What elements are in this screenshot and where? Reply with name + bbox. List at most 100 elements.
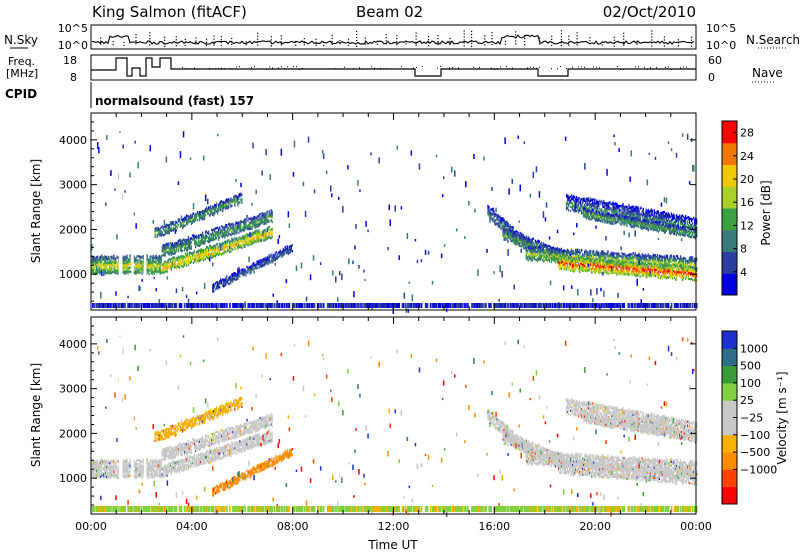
power-cell xyxy=(416,259,419,264)
power-cell xyxy=(255,234,257,238)
power-cell xyxy=(560,251,563,254)
power-cell xyxy=(502,234,504,237)
power-cell xyxy=(515,241,517,244)
power-cell xyxy=(186,222,189,226)
power-cell xyxy=(94,266,96,269)
power-cell xyxy=(564,250,567,253)
power-cell xyxy=(177,181,180,185)
power-cell xyxy=(91,265,93,268)
nsearch-dot xyxy=(576,44,578,46)
nave-dot xyxy=(272,67,273,69)
power-cell xyxy=(413,303,416,308)
power-cell xyxy=(529,240,531,244)
power-cell xyxy=(264,236,266,240)
power-cell xyxy=(271,257,273,260)
power-cell xyxy=(531,244,533,247)
nsearch-dot xyxy=(112,44,114,46)
power-cell xyxy=(278,253,280,256)
power-cell xyxy=(549,255,552,258)
power-cell xyxy=(127,258,129,261)
power-cell xyxy=(168,264,170,267)
power-cell xyxy=(238,202,240,205)
power-cell xyxy=(210,213,212,216)
power-cell xyxy=(265,214,267,217)
power-cell xyxy=(247,267,249,270)
power-cell xyxy=(163,303,166,308)
power-cell xyxy=(288,247,290,251)
power-cell xyxy=(307,303,310,308)
power-cell xyxy=(524,303,527,308)
power-cell xyxy=(570,199,572,202)
power-cell xyxy=(497,303,499,308)
power-cell xyxy=(502,232,504,235)
power-cell xyxy=(227,226,229,229)
power-cell xyxy=(252,262,254,265)
power-cell xyxy=(468,201,470,206)
power-cell xyxy=(566,248,569,251)
nave-dot xyxy=(500,66,501,68)
power-cell xyxy=(489,216,491,219)
power-cell xyxy=(155,268,157,272)
power-cell xyxy=(351,303,353,308)
nsearch-dot xyxy=(280,38,282,40)
power-cell xyxy=(240,220,242,223)
power-cell xyxy=(521,244,523,247)
power-cell xyxy=(142,265,144,268)
power-cell xyxy=(561,262,564,266)
nsearch-dot xyxy=(437,44,439,46)
power-cell xyxy=(211,303,213,308)
power-cell xyxy=(349,303,351,308)
power-cell xyxy=(573,232,575,236)
power-cell xyxy=(539,248,542,251)
nsearch-dot xyxy=(437,35,439,37)
nave-dot xyxy=(602,68,603,70)
power-cell xyxy=(551,258,554,261)
power-cell xyxy=(188,241,191,248)
nave-dot xyxy=(536,67,537,69)
power-cell xyxy=(228,249,230,252)
power-cell xyxy=(110,268,112,271)
nsearch-dot xyxy=(205,38,208,40)
power-cell xyxy=(223,244,225,247)
power-cell xyxy=(253,219,255,223)
nave-dot xyxy=(665,67,666,68)
power-cell xyxy=(139,255,141,258)
power-cell xyxy=(116,234,118,240)
power-cell xyxy=(544,256,547,260)
power-cell xyxy=(106,265,108,269)
power-cell xyxy=(192,212,195,215)
power-cell xyxy=(209,214,211,217)
power-cell xyxy=(177,243,180,247)
power-cell xyxy=(239,223,241,226)
power-cell xyxy=(152,265,154,268)
power-cell xyxy=(564,136,567,141)
power-cell xyxy=(240,224,242,227)
power-cell xyxy=(125,267,127,271)
power-cell xyxy=(208,212,210,215)
power-cell xyxy=(178,264,181,268)
power-cell xyxy=(577,258,579,261)
power-cell xyxy=(550,249,553,252)
power-cell xyxy=(93,270,95,274)
power-cell xyxy=(464,236,466,239)
power-cell xyxy=(106,263,108,267)
power-cell xyxy=(543,253,546,256)
power-cell xyxy=(599,211,601,214)
power-cell xyxy=(239,195,241,198)
power-cell xyxy=(234,272,236,275)
power-cell xyxy=(200,258,203,261)
power-cell xyxy=(159,266,161,269)
power-cell xyxy=(548,236,551,240)
power-cell xyxy=(181,222,184,226)
power-cell xyxy=(185,247,188,250)
power-cell xyxy=(115,271,117,275)
power-cell xyxy=(544,249,547,253)
nsearch-dot xyxy=(347,41,350,43)
power-cell xyxy=(575,248,577,252)
power-cell xyxy=(223,226,225,229)
power-cell xyxy=(182,224,185,227)
power-cell xyxy=(177,218,180,221)
nsearch-dot xyxy=(623,32,625,34)
power-cell xyxy=(522,233,524,237)
power-cell xyxy=(221,235,223,238)
